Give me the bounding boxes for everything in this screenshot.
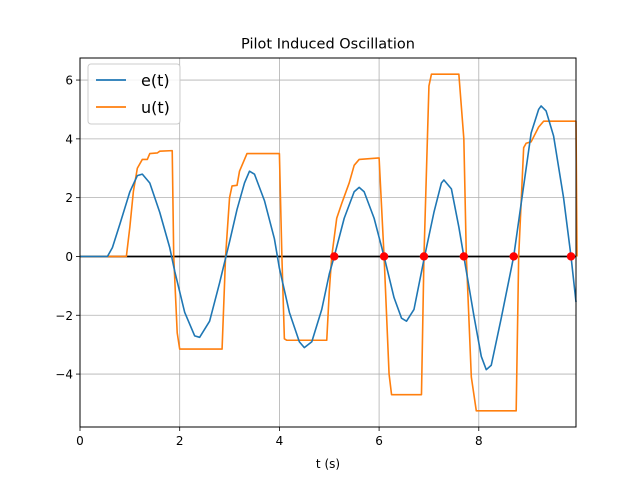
y-tick-label: 0 <box>65 250 73 264</box>
y-tick-label: −2 <box>55 309 73 323</box>
x-tick-label: 4 <box>276 434 284 448</box>
y-tick-label: 2 <box>65 191 73 205</box>
x-axis-ticks: 0 2 4 6 8 <box>76 427 483 448</box>
legend-label: u(t) <box>141 98 170 117</box>
zero-crossing-marker <box>419 252 429 261</box>
y-tick-label: 4 <box>65 132 73 146</box>
chart-title: Pilot Induced Oscillation <box>241 37 415 53</box>
axes-frame <box>79 57 577 428</box>
y-tick-label: −4 <box>55 368 73 382</box>
plot-area <box>80 73 578 412</box>
x-tick-label: 2 <box>176 434 184 448</box>
series-line-et <box>80 105 577 371</box>
legend-label: e(t) <box>141 71 170 90</box>
y-tick-label: 6 <box>65 74 73 88</box>
x-tick-label: 0 <box>76 434 84 448</box>
zero-crossing-marker <box>330 252 339 261</box>
y-axis-ticks: −4 −2 0 2 4 6 <box>55 74 80 382</box>
zero-crossing-marker <box>379 252 389 261</box>
zero-crossing-marker <box>509 252 518 261</box>
legend-box <box>87 63 181 125</box>
x-tick-label: 6 <box>375 434 383 448</box>
legend: e(t) u(t) <box>87 63 181 125</box>
series-line-ut <box>80 73 578 412</box>
zero-crossing-marker <box>566 252 576 261</box>
x-axis-label: t (s) <box>316 457 340 471</box>
zero-crossing-markers <box>330 252 576 261</box>
x-tick-label: 8 <box>475 434 483 448</box>
zero-crossing-marker <box>459 252 469 261</box>
